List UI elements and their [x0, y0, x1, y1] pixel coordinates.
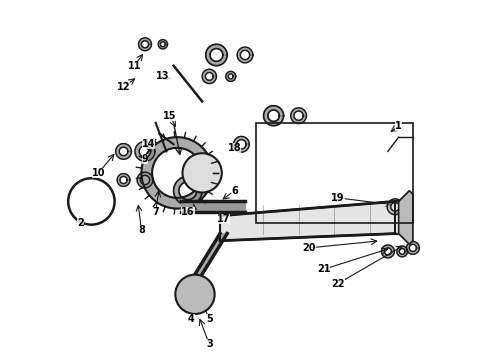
- Text: 12: 12: [117, 82, 130, 92]
- Polygon shape: [206, 44, 227, 66]
- Circle shape: [190, 160, 215, 185]
- Text: 7: 7: [152, 207, 159, 217]
- Polygon shape: [202, 69, 217, 84]
- Polygon shape: [137, 172, 153, 188]
- Circle shape: [100, 213, 105, 219]
- Text: 17: 17: [217, 214, 230, 224]
- Polygon shape: [397, 246, 408, 257]
- Circle shape: [197, 306, 202, 311]
- Circle shape: [175, 275, 215, 314]
- Text: 19: 19: [331, 193, 344, 203]
- Polygon shape: [202, 69, 217, 84]
- Circle shape: [107, 199, 113, 204]
- Text: 1: 1: [395, 121, 402, 131]
- Circle shape: [208, 292, 212, 296]
- Text: 11: 11: [127, 61, 141, 71]
- Polygon shape: [226, 71, 236, 81]
- Circle shape: [72, 191, 77, 196]
- Polygon shape: [234, 136, 249, 152]
- Circle shape: [68, 178, 115, 225]
- Text: 13: 13: [156, 71, 170, 81]
- Text: 9: 9: [142, 154, 148, 163]
- Circle shape: [196, 166, 209, 179]
- Circle shape: [85, 217, 90, 222]
- Circle shape: [190, 289, 200, 300]
- Polygon shape: [397, 246, 408, 257]
- Polygon shape: [264, 106, 284, 126]
- Text: 10: 10: [92, 168, 105, 178]
- Polygon shape: [264, 106, 284, 126]
- Polygon shape: [291, 108, 306, 123]
- Circle shape: [181, 283, 185, 288]
- Polygon shape: [407, 242, 419, 254]
- Circle shape: [100, 184, 105, 189]
- Text: 4: 4: [188, 314, 195, 324]
- Polygon shape: [142, 137, 213, 208]
- Polygon shape: [116, 144, 131, 159]
- Text: 5: 5: [206, 314, 213, 324]
- Polygon shape: [142, 137, 213, 208]
- Circle shape: [182, 153, 222, 193]
- Text: 3: 3: [206, 339, 213, 349]
- Text: 14: 14: [142, 139, 155, 149]
- Polygon shape: [291, 108, 306, 123]
- Polygon shape: [237, 47, 253, 63]
- Polygon shape: [237, 47, 253, 63]
- Text: 16: 16: [181, 207, 195, 217]
- Polygon shape: [381, 245, 394, 258]
- Polygon shape: [181, 202, 245, 212]
- Polygon shape: [116, 144, 131, 159]
- Polygon shape: [398, 191, 413, 244]
- Polygon shape: [137, 172, 153, 188]
- Polygon shape: [387, 199, 403, 215]
- Circle shape: [205, 201, 214, 209]
- Text: 18: 18: [227, 143, 241, 153]
- Circle shape: [208, 292, 212, 296]
- Polygon shape: [226, 71, 236, 81]
- Polygon shape: [139, 38, 151, 51]
- Polygon shape: [192, 234, 227, 280]
- Polygon shape: [173, 176, 202, 205]
- Circle shape: [181, 301, 185, 305]
- Polygon shape: [135, 141, 155, 161]
- Polygon shape: [234, 136, 249, 152]
- Bar: [256, 123, 413, 223]
- Polygon shape: [173, 176, 202, 205]
- Text: 2: 2: [77, 218, 84, 228]
- Polygon shape: [387, 199, 403, 215]
- Polygon shape: [139, 38, 151, 51]
- Text: 22: 22: [331, 279, 344, 289]
- Polygon shape: [407, 242, 419, 254]
- Circle shape: [197, 278, 202, 282]
- Text: 21: 21: [317, 264, 330, 274]
- Polygon shape: [158, 40, 168, 49]
- Polygon shape: [117, 174, 130, 186]
- Circle shape: [227, 208, 234, 216]
- Polygon shape: [158, 40, 168, 49]
- Circle shape: [79, 189, 104, 214]
- Text: 20: 20: [302, 243, 316, 253]
- Text: 6: 6: [231, 186, 238, 196]
- Circle shape: [85, 181, 90, 186]
- Circle shape: [182, 282, 207, 307]
- Polygon shape: [220, 202, 395, 241]
- Text: 15: 15: [163, 111, 177, 121]
- Polygon shape: [381, 245, 394, 258]
- Polygon shape: [135, 141, 155, 161]
- Polygon shape: [117, 174, 130, 186]
- Circle shape: [72, 207, 77, 212]
- Polygon shape: [206, 44, 227, 66]
- Text: 8: 8: [138, 225, 145, 235]
- Circle shape: [107, 199, 113, 204]
